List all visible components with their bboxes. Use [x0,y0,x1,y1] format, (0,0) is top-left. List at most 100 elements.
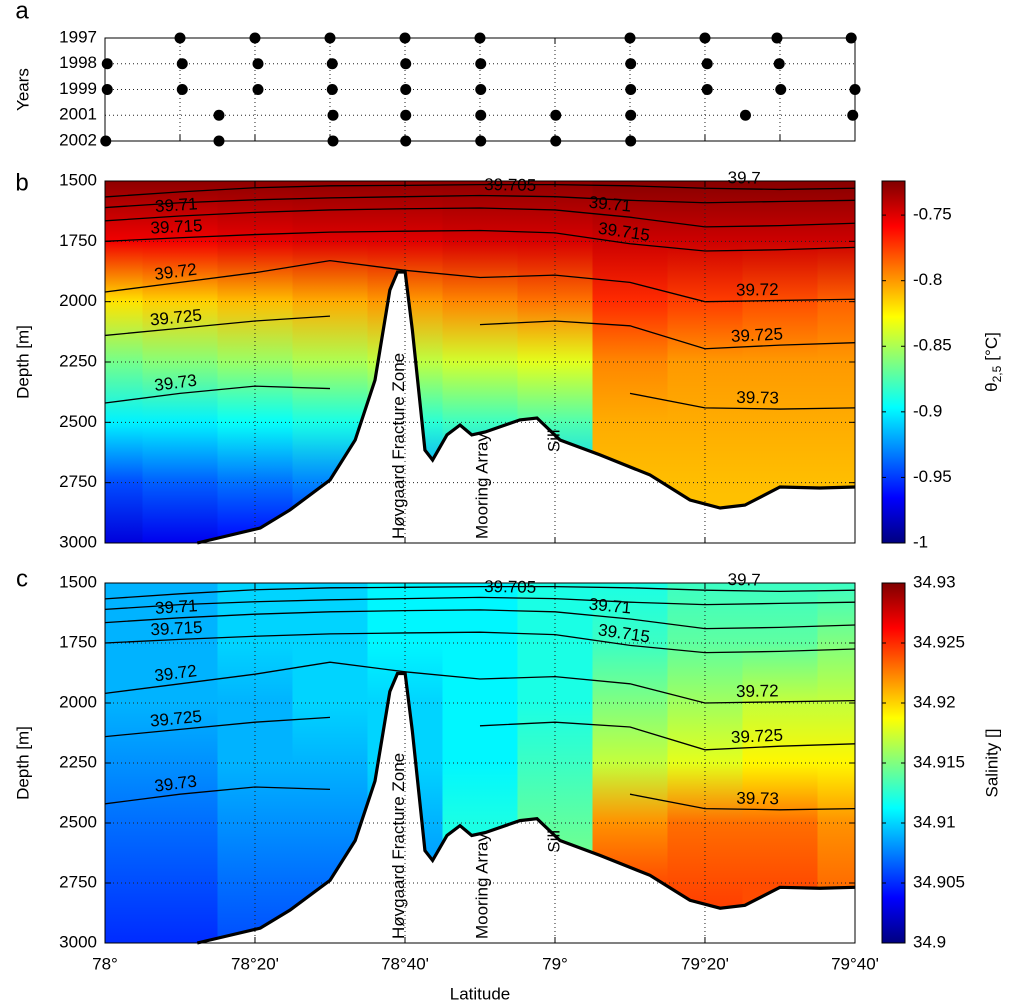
contour-line [104,183,856,198]
colorbar-tick-label: -0.95 [913,467,952,486]
x-tick-label: 79°40' [831,954,879,973]
colorbar-tick-label: 34.91 [913,812,956,831]
contour-line [104,661,856,704]
station-dot [176,84,188,95]
contour-label: 39.73 [736,789,779,809]
y-tick-label: 1500 [59,170,97,189]
annotation: Høvgaard Fracture Zone [389,353,408,539]
colorbar-tick-label: 34.92 [913,692,956,711]
y-tick-label: 2000 [59,291,97,310]
panel-label: b [15,169,28,196]
station-dot [624,32,636,44]
contour-label: 39.71 [588,595,632,618]
colorbar [881,180,906,544]
station-dot [475,135,487,147]
colorbar-tick-label: -0.9 [913,401,942,420]
contour-label: 39.72 [736,280,779,300]
contour-line [104,259,856,303]
station-dot [701,58,713,70]
station-dot [625,58,637,70]
station-dot [327,109,339,121]
station-dot [327,135,339,147]
annotation: Mooring Array [472,433,491,539]
y-tick-label: 2750 [59,872,97,891]
colorbar-tick-label: 34.9 [913,932,946,951]
y-tick-label: 1997 [59,27,97,46]
y-tick-label: 2002 [59,130,97,149]
station-dot [326,58,338,70]
y-axis-label: Depth [m] [13,325,32,399]
colorbar-tick-label: 34.905 [913,872,965,891]
contour-label: 39.705 [484,577,536,597]
contour-label: 39.7 [727,168,760,188]
station-dot [100,135,112,147]
x-tick-label: 78°40' [381,954,429,973]
station-dot [101,58,113,70]
contour-label: 39.71 [588,193,632,216]
contour-label: 39.725 [149,306,203,330]
contour-label: 39.7 [727,570,760,590]
contour-label: 39.725 [731,726,784,747]
y-axis-label: Years [13,68,32,111]
contour-line [104,385,856,410]
contour-label: 39.72 [736,681,779,701]
seafloor-line [196,270,856,545]
station-dot [625,84,637,95]
contour-line [104,609,856,630]
station-dot [176,58,188,70]
station-dot [400,84,412,95]
x-tick-label: 79°20' [681,954,729,973]
station-dot [213,109,225,121]
x-tick-label: 79° [542,954,568,973]
contour-line [104,786,856,811]
x-axis-label: Latitude [450,984,511,1003]
station-dot [845,32,857,44]
y-tick-label: 3000 [59,932,97,951]
y-tick-label: 1750 [59,632,97,651]
annotation: Sill [544,830,563,853]
station-dot [550,109,562,121]
y-tick-label: 2000 [59,692,97,711]
station-dot [249,32,261,44]
contour-label: 39.725 [731,324,784,345]
station-dot [400,109,412,121]
station-dot [252,84,264,95]
annotation: Sill [544,429,563,452]
contour-line [104,596,856,611]
station-dot [474,32,486,44]
station-dot [773,58,785,70]
station-dot [400,58,412,70]
seafloor-mask [105,673,855,943]
colorbar-tick-label: -0.8 [913,270,942,289]
y-tick-label: 3000 [59,532,97,551]
seafloor-mask [105,271,855,543]
contour-line [104,585,856,600]
colorbar-label: θ2,5 [°C] [982,332,1004,392]
annotation: Høvgaard Fracture Zone [389,753,408,939]
x-tick-label: 78°20' [231,954,279,973]
panel-label: a [15,0,29,24]
colorbar-tick-label: 34.93 [913,572,956,591]
y-tick-label: 1500 [59,572,97,591]
contour-label: 39.71 [154,596,198,618]
contour-label: 39.73 [736,388,779,408]
station-dot [324,32,336,44]
station-dot [550,135,562,147]
contour-line [104,315,856,350]
station-dot [701,84,713,95]
plot-frame [104,180,856,544]
annotation: Mooring Array [472,833,491,939]
y-tick-label: 2500 [59,412,97,431]
label-subscript: 2,5 [990,365,1004,382]
station-dot [174,32,186,44]
station-dot [252,58,264,70]
station-dot [739,109,751,121]
station-dot [847,109,859,121]
contour-line [104,631,856,654]
contour-line [104,229,856,252]
label-unit: [°C] [982,332,1001,361]
contour-label: 39.715 [150,216,203,237]
station-dot [101,84,113,95]
label-symbol: θ [982,382,1001,391]
